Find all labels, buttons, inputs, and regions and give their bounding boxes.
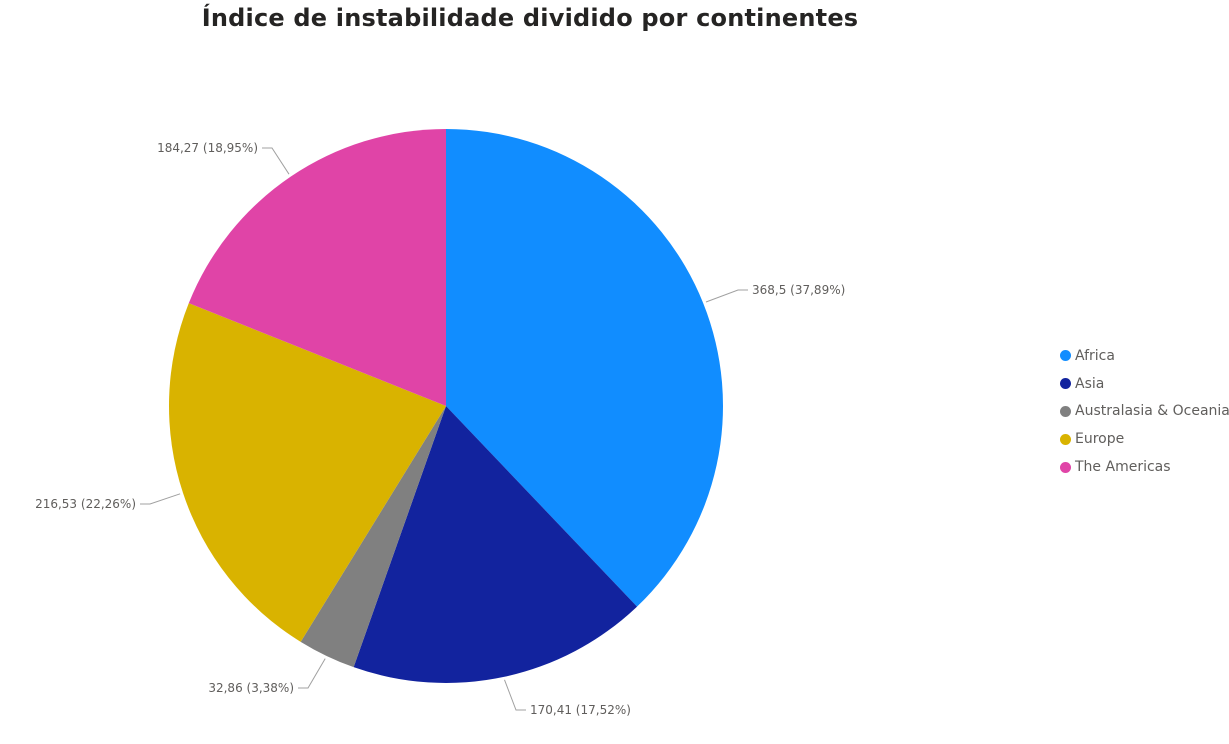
legend-item-australasia-oceania[interactable]: Australasia & Oceania — [1060, 398, 1229, 426]
legend-marker — [1060, 350, 1071, 362]
leader-line-the-americas — [262, 147, 290, 175]
legend-marker — [1060, 433, 1071, 445]
pie-slices — [168, 129, 723, 684]
legend-label: Africa — [1075, 347, 1115, 364]
legend-label: The Americas — [1075, 459, 1171, 476]
pie-slice-europe[interactable] — [168, 303, 447, 642]
legend-item-africa[interactable]: Africa — [1060, 342, 1229, 370]
data-label-australasia-oceania: 32,86 (3,38%) — [208, 681, 294, 695]
legend-item-asia[interactable]: Asia — [1060, 370, 1229, 398]
legend-item-europe[interactable]: Europe — [1060, 425, 1229, 453]
slice-labels: 368,5 (37,89%) 170,41 (17,52%) 32,86 (3,38… — [35, 141, 845, 717]
pie-slice-asia[interactable] — [353, 406, 638, 684]
legend-item-the-americas[interactable]: The Americas — [1060, 453, 1229, 481]
pie-slice-africa[interactable] — [446, 129, 723, 607]
leader-line-africa — [705, 289, 748, 303]
chart-title: Índice de instabilidade dividido por con… — [201, 4, 859, 32]
legend-marker — [1060, 405, 1071, 417]
legend-marker — [1060, 378, 1071, 390]
data-label-the-americas: 184,27 (18,95%) — [157, 141, 258, 155]
legend: Africa Asia Australasia & Oceania Europe The… — [1060, 342, 1229, 481]
leader-line-asia — [504, 679, 526, 711]
data-label-africa: 368,5 (37,89%) — [752, 283, 845, 297]
legend-marker — [1060, 461, 1071, 473]
legend-label: Asia — [1075, 375, 1105, 392]
leader-line-europe — [140, 493, 181, 505]
pie-slice-the-americas[interactable] — [188, 129, 447, 406]
data-label-europe: 216,53 (22,26%) — [35, 497, 136, 511]
data-label-asia: 170,41 (17,52%) — [530, 703, 631, 717]
legend-label: Australasia & Oceania — [1075, 403, 1229, 420]
legend-label: Europe — [1075, 431, 1125, 448]
leader-line-australasia-oceania — [298, 658, 326, 689]
pie-slice-australasia-oceania[interactable] — [300, 406, 446, 668]
